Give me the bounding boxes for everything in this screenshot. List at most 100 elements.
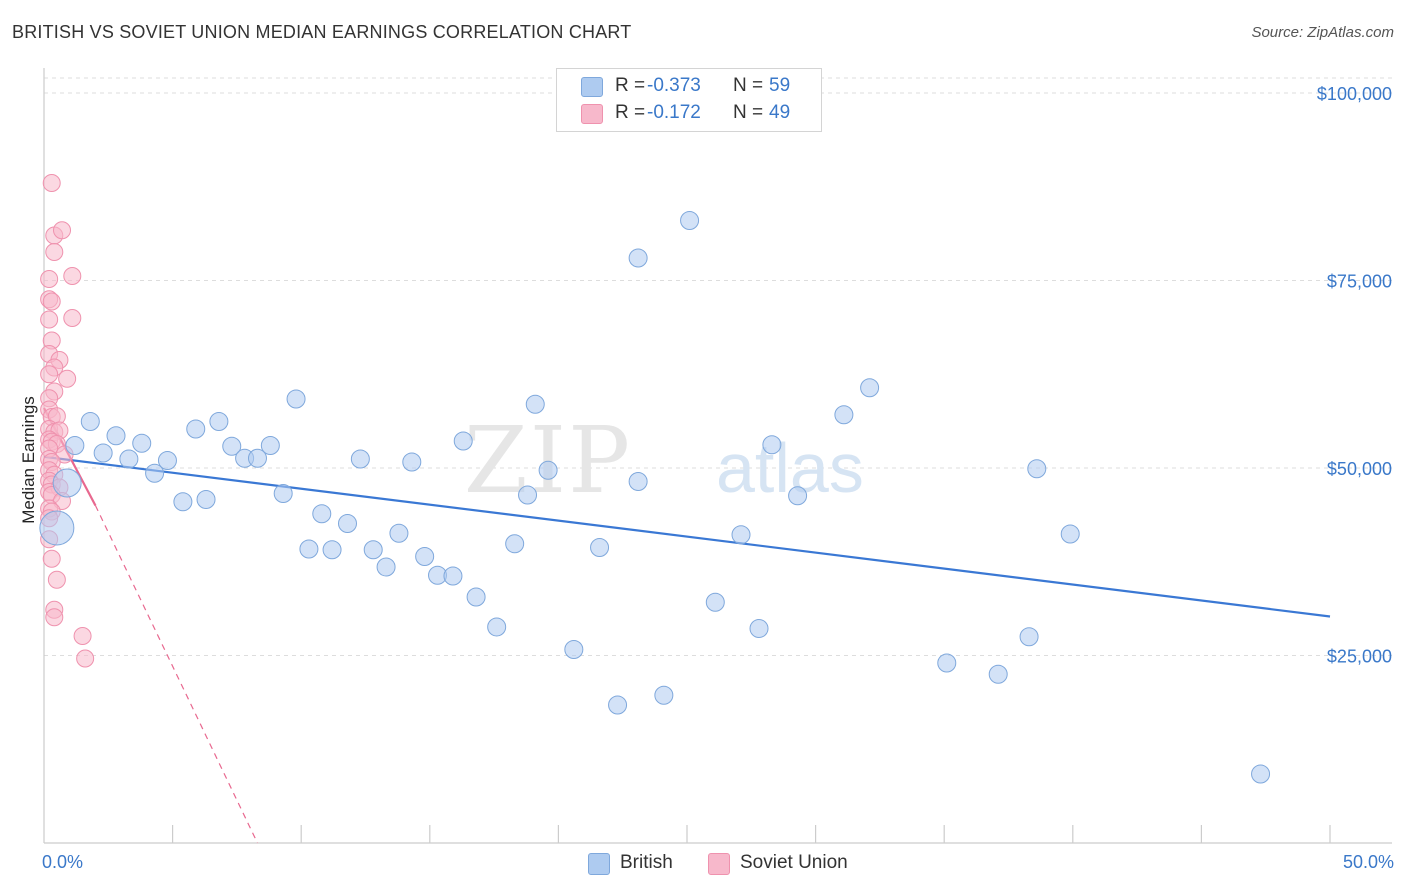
british-point (209, 412, 229, 431)
british-points (39, 211, 1271, 784)
soviet-union-point (53, 221, 72, 240)
n-label: N = (733, 102, 764, 123)
y-tick-label: $25,000 (1327, 647, 1392, 667)
soviet-union-point (40, 310, 59, 329)
grid-lines (44, 77, 1392, 656)
british-point (1060, 524, 1080, 544)
soviet-swatch (708, 853, 730, 875)
british-point (453, 431, 473, 451)
british-point (322, 540, 342, 560)
source-credit: Source: ZipAtlas.com (1251, 24, 1394, 41)
british-point (466, 587, 486, 607)
soviet-union-point (58, 369, 77, 388)
british-point (525, 394, 545, 414)
british-point (749, 619, 769, 638)
r-value: -0.172 (647, 102, 701, 123)
soviet-union-point (42, 174, 61, 192)
british-point (145, 463, 165, 483)
british-point (1019, 627, 1039, 647)
british-point (299, 539, 319, 559)
british-swatch (588, 853, 610, 875)
british-point (988, 664, 1008, 684)
n-label: N = (733, 75, 764, 96)
y-tick-label: $50,000 (1327, 459, 1392, 479)
soviet-union-point (40, 270, 59, 288)
soviet-union-point (47, 570, 66, 589)
n-value: 59 (769, 75, 791, 96)
british-point (518, 485, 538, 505)
british-point (705, 592, 725, 612)
british-swatch (581, 77, 603, 97)
british-point (260, 436, 280, 455)
british-point (731, 525, 751, 545)
british-point (590, 538, 610, 557)
soviet-union-point (45, 608, 64, 627)
british-point (80, 412, 100, 431)
british-point (834, 405, 854, 425)
british-point (132, 433, 152, 453)
soviet-union-point (42, 292, 61, 311)
chart-title: BRITISH VS SOVIET UNION MEDIAN EARNINGS … (12, 22, 632, 42)
soviet-union-point (40, 365, 59, 384)
soviet-union-point (42, 549, 61, 568)
british-point (564, 640, 584, 659)
british-point (376, 557, 396, 577)
y-tick-label: $100,000 (1317, 84, 1392, 104)
british-point (173, 492, 193, 512)
trend-lines (43, 407, 1331, 844)
y-tick-label: $75,000 (1327, 272, 1392, 292)
british-point (337, 514, 357, 533)
legend-label-british: British (620, 852, 673, 873)
british-point (157, 451, 177, 470)
british-point (273, 484, 293, 503)
british-point (628, 248, 648, 268)
british-point (443, 566, 463, 586)
british-point (680, 211, 700, 230)
british-point (196, 490, 216, 509)
r-label: R = (615, 75, 646, 96)
soviet-union-point (76, 649, 95, 668)
british-point (119, 449, 139, 469)
british-point (350, 449, 370, 469)
british-point (505, 534, 525, 554)
soviet-union-point (73, 627, 92, 645)
british-point (65, 436, 85, 455)
n-value: 49 (769, 102, 791, 123)
british-point (286, 389, 306, 409)
british-point (389, 523, 409, 543)
british-point (487, 617, 507, 637)
british-trend-line (43, 455, 1331, 618)
british-point (628, 472, 648, 491)
british-point (654, 685, 674, 705)
r-label: R = (615, 102, 646, 123)
soviet-swatch (581, 104, 603, 124)
y-tick-labels: $25,000 $50,000 $75,000 $100,000 (1317, 84, 1392, 667)
soviet-union-point (45, 243, 64, 261)
soviet-trend-extension (94, 505, 259, 844)
british-point (608, 695, 628, 715)
british-point (222, 436, 242, 456)
r-value: -0.373 (647, 75, 701, 96)
british-point (247, 448, 267, 468)
y-axis-title: Median Earnings (19, 396, 38, 524)
watermark: ZIP atlas (464, 407, 864, 514)
british-point (415, 547, 435, 566)
x-axis-max-label: 50.0% (1342, 852, 1394, 872)
british-point (186, 419, 206, 439)
british-point (106, 426, 126, 446)
british-point (402, 452, 422, 472)
british-point (363, 540, 383, 560)
british-point (312, 504, 332, 524)
british-point (39, 510, 75, 546)
british-point (937, 653, 957, 673)
british-point (93, 443, 113, 463)
british-point (1027, 459, 1047, 479)
soviet-union-point (63, 267, 82, 285)
british-point (1251, 764, 1271, 784)
british-point (52, 468, 82, 498)
soviet-union-point (63, 309, 82, 327)
british-point (538, 460, 558, 480)
correlation-legend: R = -0.373 N = 59 R = -0.172 N = 49 (556, 68, 822, 132)
british-point (762, 435, 782, 455)
